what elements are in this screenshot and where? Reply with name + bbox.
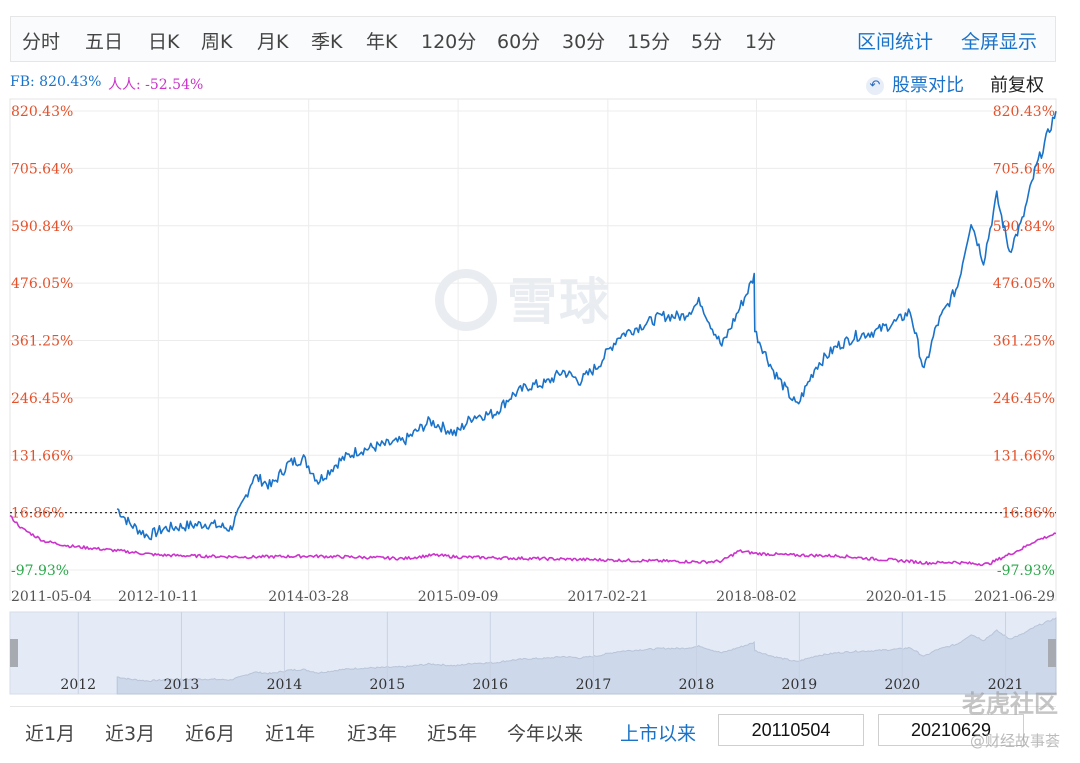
brand-watermark: 老虎社区 <box>962 690 1058 718</box>
y-tick-label-right: 820.43% <box>993 104 1055 120</box>
range-5y[interactable]: 近5年 <box>427 723 478 745</box>
navigator-year-label: 2014 <box>267 677 303 693</box>
timeframe-toolbar: 分时 五日 日K 周K 月K 季K 年K 120分 60分 30分 15分 5分… <box>10 16 1056 62</box>
y-tick-label-left: -97.93% <box>11 563 69 579</box>
x-tick-label: 2012-10-11 <box>118 589 199 605</box>
x-tick-label: 2021-06-29 <box>974 589 1055 605</box>
price-comparison-chart: 820.43% 820.43% 705.64% 705.64% 590.84% 590.8… <box>9 98 1057 695</box>
y-tick-label-right: 705.64% <box>993 161 1055 177</box>
navigator-year-label: 2019 <box>782 677 818 693</box>
navigator-year-label: 2012 <box>60 677 96 693</box>
timeframe-30min[interactable]: 30分 <box>562 31 606 53</box>
timeframe-5min[interactable]: 5分 <box>691 31 723 53</box>
fullscreen-link[interactable]: 全屏显示 <box>961 31 1038 53</box>
navigator-left-handle <box>10 639 18 667</box>
range-selector: 近1月 近3月 近6月 近1年 近3年 近5年 今年以来 上市以来 <box>10 706 1056 752</box>
timeframe-weekly[interactable]: 周K <box>201 31 233 53</box>
x-tick-label: 2017-02-21 <box>568 589 649 605</box>
xueqiu-logo-icon <box>435 269 497 331</box>
start-date-input[interactable] <box>718 714 864 746</box>
y-axis-ticks: 820.43% 820.43% 705.64% 705.64% 590.84% 590.8… <box>11 104 1055 579</box>
timeframe-quarterly[interactable]: 季K <box>311 31 343 53</box>
timeframe-15min[interactable]: 15分 <box>627 31 671 53</box>
end-date-input[interactable] <box>878 714 1024 746</box>
compare-stocks-button[interactable]: ↶ 股票对比 <box>866 71 964 97</box>
series-fb-line <box>116 111 1057 541</box>
timeframe-yearly[interactable]: 年K <box>366 31 398 53</box>
y-tick-label-left: 590.84% <box>11 219 73 235</box>
y-tick-label-left: 131.66% <box>11 448 73 464</box>
timeframe-daily[interactable]: 日K <box>148 31 180 53</box>
timeframe-5day[interactable]: 五日 <box>85 31 124 53</box>
compare-stocks-label: 股票对比 <box>892 75 964 96</box>
navigator-year-label: 2015 <box>370 677 406 693</box>
range-6m[interactable]: 近6月 <box>185 723 236 745</box>
range-3m[interactable]: 近3月 <box>105 723 156 745</box>
range-1m[interactable]: 近1月 <box>25 723 76 745</box>
navigator-year-label: 2013 <box>164 677 200 693</box>
y-tick-label-left: 820.43% <box>11 104 73 120</box>
x-tick-label: 2011-05-04 <box>11 589 92 605</box>
range-3y[interactable]: 近3年 <box>347 723 398 745</box>
x-tick-label: 2020-01-15 <box>866 589 947 605</box>
y-tick-label-right: 476.05% <box>993 276 1055 292</box>
range-since-ipo[interactable]: 上市以来 <box>620 723 697 745</box>
series-renren-line <box>9 514 1057 567</box>
navigator-year-label: 2021 <box>988 677 1024 693</box>
adjust-mode-button[interactable]: 前复权 <box>990 75 1044 96</box>
y-tick-label-left: 705.64% <box>11 161 73 177</box>
timeframe-monthly[interactable]: 月K <box>257 31 289 53</box>
y-tick-label-right: -97.93% <box>997 563 1055 579</box>
navigator: 2012 2013 2014 2015 2016 2017 2018 2019 2020 2021 <box>9 611 1057 695</box>
range-ytd[interactable]: 今年以来 <box>507 723 584 745</box>
navigator-year-label: 2017 <box>576 677 612 693</box>
navigator-right-handle <box>1048 639 1056 667</box>
legend-fb: FB: 820.43% <box>10 74 102 90</box>
timeframe-60min[interactable]: 60分 <box>497 31 541 53</box>
navigator-area <box>116 617 1057 695</box>
y-tick-label-right: 361.25% <box>993 334 1055 350</box>
range-1y[interactable]: 近1年 <box>265 723 316 745</box>
legend-renren: 人人: -52.54% <box>108 77 204 93</box>
undo-icon: ↶ <box>866 77 884 95</box>
y-tick-label-right: 590.84% <box>993 219 1055 235</box>
navigator-year-label: 2018 <box>679 677 715 693</box>
timeframe-fenshi[interactable]: 分时 <box>22 31 61 53</box>
x-tick-label: 2018-08-02 <box>716 589 797 605</box>
y-tick-label-left: 246.45% <box>11 391 73 407</box>
y-tick-label-right: 16.86% <box>1002 506 1055 522</box>
y-tick-label-right: 131.66% <box>993 448 1055 464</box>
timeframe-1min[interactable]: 1分 <box>745 31 777 53</box>
x-tick-label: 2015-09-09 <box>418 589 499 605</box>
plot-frame <box>9 98 1057 601</box>
x-tick-label: 2014-03-28 <box>268 589 349 605</box>
navigator-year-label: 2016 <box>472 677 508 693</box>
y-tick-label-left: 361.25% <box>11 334 73 350</box>
timeframe-120min[interactable]: 120分 <box>421 31 477 53</box>
chart-grid <box>9 98 1057 601</box>
y-tick-label-right: 246.45% <box>993 391 1055 407</box>
range-stats-link[interactable]: 区间统计 <box>857 31 934 53</box>
brand-sub-watermark: @财经故事荟 <box>969 732 1060 750</box>
y-tick-label-left: 476.05% <box>11 276 73 292</box>
chart-series <box>9 111 1057 567</box>
y-tick-label-left: 16.86% <box>11 506 64 522</box>
x-axis-ticks: 2011-05-04 2012-10-11 2014-03-28 2015-09-09… <box>11 589 1055 605</box>
navigator-year-label: 2020 <box>884 677 920 693</box>
